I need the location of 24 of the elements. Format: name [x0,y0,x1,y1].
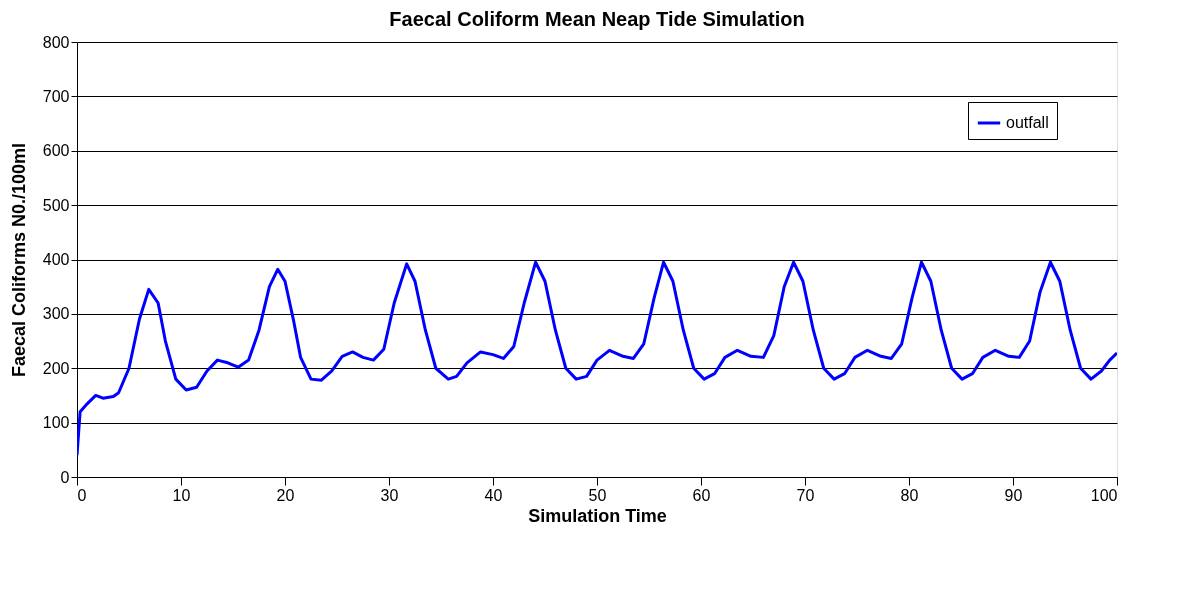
y-tick-label: 200 [42,359,70,377]
x-tick-label: 80 [900,486,919,504]
y-tick-label: 100 [42,414,70,432]
y-tick-label: 400 [42,251,70,268]
y-tick-label: 300 [42,305,70,323]
x-tick-label: 20 [276,486,295,504]
y-tick-label: 0 [60,468,70,486]
y-tick-label: 700 [42,87,70,105]
x-tick-label: 40 [484,486,503,504]
x-tick-label: 50 [588,486,607,504]
x-tick-label: 30 [380,486,399,504]
y-axis-title: Faecal Coliforms N0./100ml [8,142,29,378]
chart-title: Faecal Coliform Mean Neap Tide Simulation [389,8,805,30]
y-tick-label: 600 [42,142,70,160]
x-axis-title: Simulation Time [528,505,667,526]
x-tick-label: 10 [172,486,191,504]
x-tick-label: 0 [77,486,87,504]
legend-label: outfall [1006,114,1049,131]
x-tick-label: 90 [1004,486,1023,504]
y-tick-label: 500 [42,196,70,214]
y-tick-label: 800 [42,33,70,51]
x-tick-label: 100 [1090,486,1118,504]
x-tick-label: 60 [692,486,711,504]
x-tick-label: 70 [796,486,815,504]
